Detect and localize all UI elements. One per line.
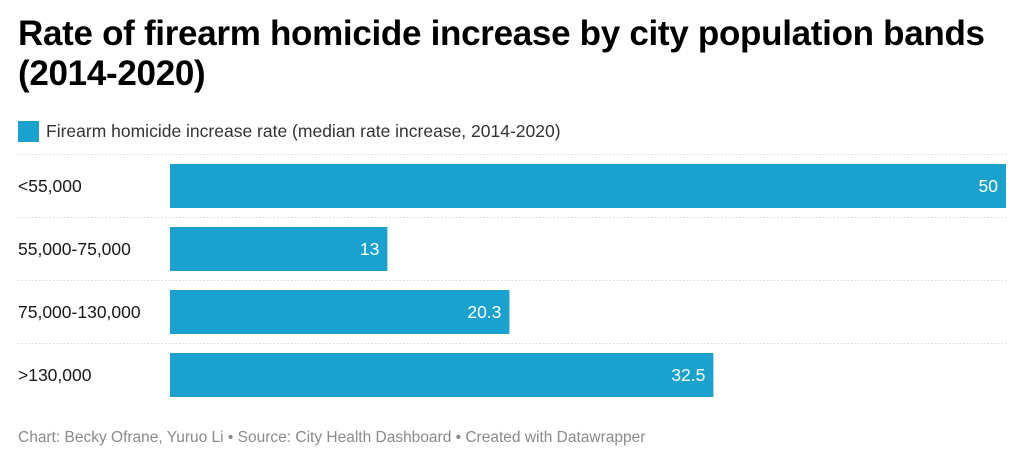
bar [170,164,1006,208]
bar [170,227,388,271]
value-label: 32.5 [671,365,705,385]
bar [170,353,714,397]
value-label: 13 [360,239,379,259]
category-label: <55,000 [18,176,82,196]
chart-footer: Chart: Becky Ofrane, Yuruo Li • Source: … [18,429,646,446]
category-label: >130,000 [18,365,92,385]
legend: Firearm homicide increase rate (median r… [18,119,561,143]
chart-title: Rate of firearm homicide increase by cit… [18,14,985,93]
bar [170,290,510,334]
category-label: 55,000-75,000 [18,239,131,259]
category-label: 75,000-130,000 [18,302,141,322]
value-label: 20.3 [467,302,501,322]
legend-swatch [18,120,39,142]
legend-label: Firearm homicide increase rate (median r… [46,120,561,141]
value-label: 50 [979,176,999,196]
